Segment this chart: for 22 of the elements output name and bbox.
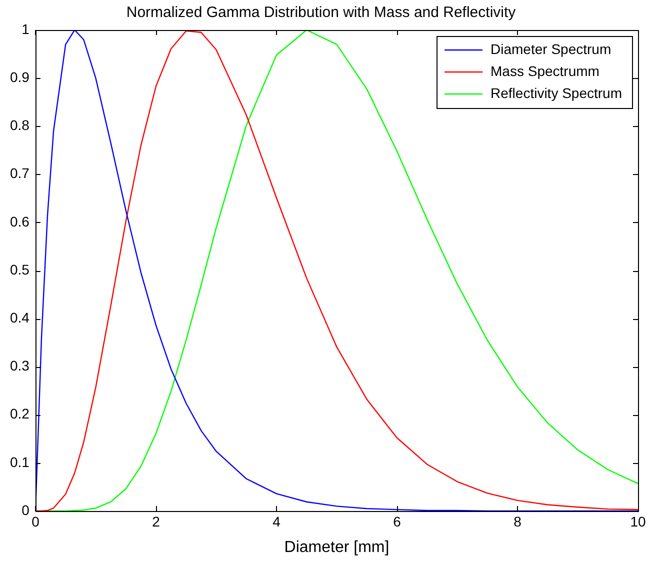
y-tick-label: 0.4 (10, 309, 30, 326)
y-tick-label: 0.9 (10, 68, 30, 85)
x-tick-label: 4 (272, 513, 281, 530)
y-tick-label: 1 (22, 20, 30, 37)
x-tick-label: 2 (152, 513, 160, 530)
y-tick-label: 0.3 (10, 358, 30, 374)
x-tick-label: 10 (630, 513, 646, 530)
x-tick-label: 6 (393, 513, 402, 530)
chart-title: Normalized Gamma Distribution with Mass and Reflectivity (126, 4, 516, 22)
legend-label: Diameter Spectrum (490, 40, 612, 57)
y-tick-label: 0.1 (10, 454, 30, 470)
y-tick-label: 0 (22, 502, 30, 518)
y-tick-label: 0.5 (10, 261, 30, 278)
x-tick-label: 0 (32, 513, 40, 530)
y-tick-label: 0.2 (10, 406, 30, 422)
x-axis-title: Diameter [mm] (284, 538, 390, 556)
legend-label: Mass Spectrumm (490, 62, 600, 79)
y-tick-label: 0.7 (10, 165, 30, 182)
y-tick-label: 0.6 (10, 213, 30, 230)
y-tick-label: 0.8 (10, 117, 30, 134)
legend-label: Reflectivity Spectrum (490, 84, 622, 101)
x-tick-label: 8 (514, 513, 522, 530)
